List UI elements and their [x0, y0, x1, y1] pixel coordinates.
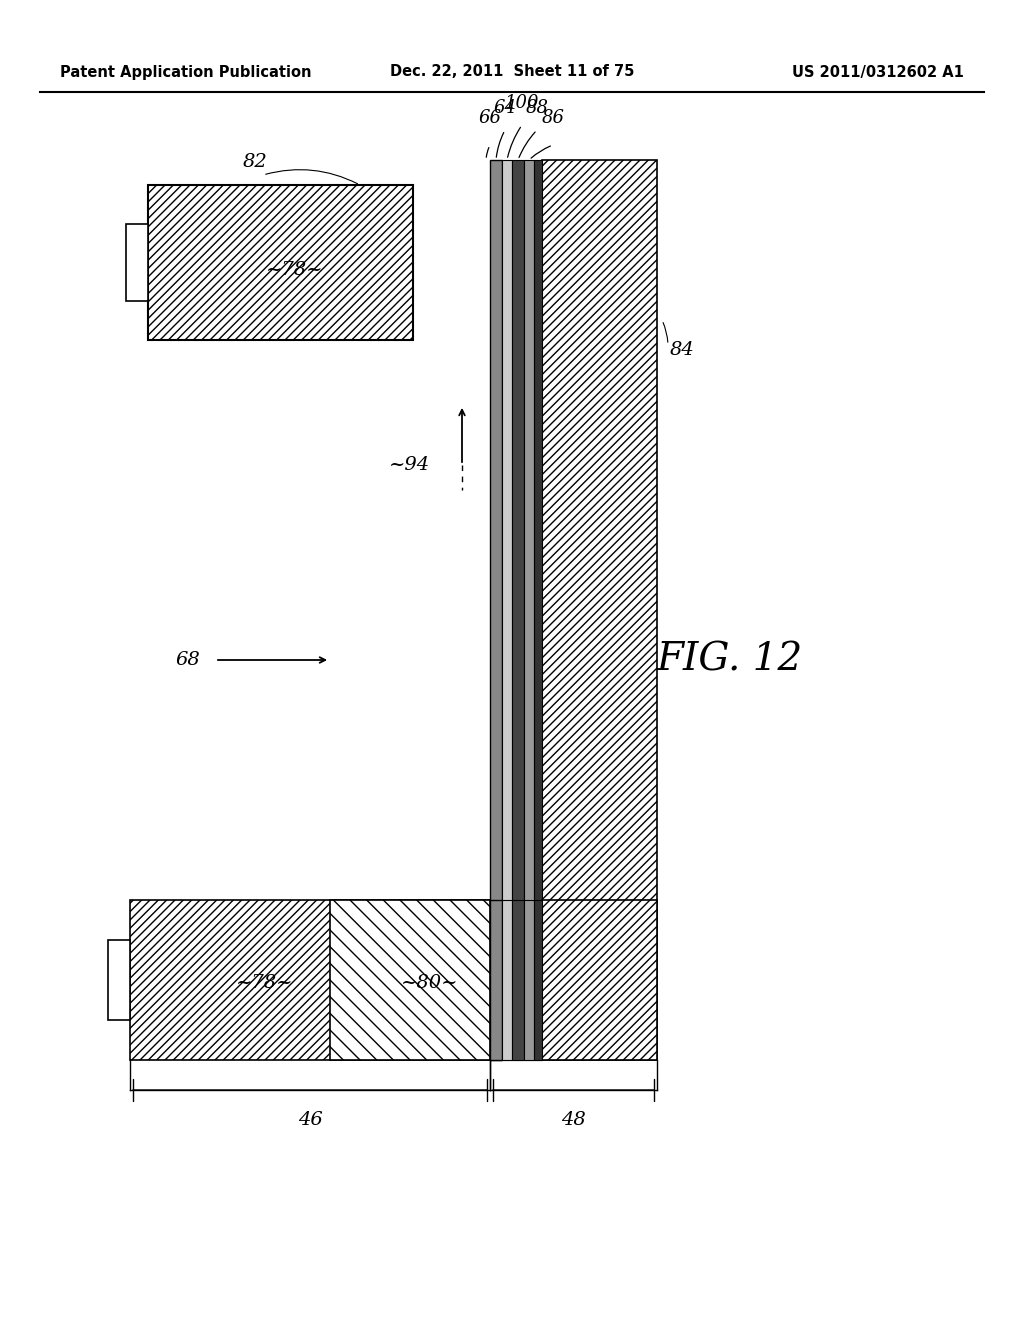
Bar: [542, 160, 657, 1060]
Bar: [512, 160, 524, 1060]
Text: 82: 82: [243, 153, 267, 172]
Text: 68: 68: [175, 651, 200, 669]
Bar: [490, 160, 502, 1060]
Text: 66: 66: [478, 110, 502, 127]
Text: 100: 100: [505, 94, 540, 112]
Text: FIG. 12: FIG. 12: [656, 642, 803, 678]
Text: 46: 46: [298, 1111, 323, 1129]
Text: Patent Application Publication: Patent Application Publication: [60, 65, 311, 79]
Text: US 2011/0312602 A1: US 2011/0312602 A1: [793, 65, 964, 79]
Text: ~78~: ~78~: [237, 974, 294, 993]
Text: 48: 48: [561, 1111, 586, 1129]
Text: 86: 86: [542, 110, 564, 127]
Bar: [108, 940, 130, 1020]
Text: 88: 88: [525, 99, 549, 117]
Bar: [524, 900, 534, 1060]
Text: ~78~: ~78~: [266, 261, 324, 279]
Bar: [502, 160, 512, 1060]
Bar: [130, 900, 490, 1060]
Text: ~94: ~94: [389, 455, 430, 474]
Text: 64: 64: [494, 99, 516, 117]
Bar: [148, 185, 413, 341]
Text: 84: 84: [670, 341, 694, 359]
Text: ~80~: ~80~: [401, 974, 459, 993]
Bar: [512, 900, 524, 1060]
Bar: [534, 160, 542, 1060]
Bar: [534, 900, 542, 1060]
Bar: [502, 900, 512, 1060]
Bar: [126, 224, 148, 301]
Bar: [490, 900, 502, 1060]
Bar: [542, 900, 657, 1060]
Bar: [524, 160, 534, 1060]
Bar: [330, 900, 490, 1060]
Text: Dec. 22, 2011  Sheet 11 of 75: Dec. 22, 2011 Sheet 11 of 75: [390, 65, 634, 79]
